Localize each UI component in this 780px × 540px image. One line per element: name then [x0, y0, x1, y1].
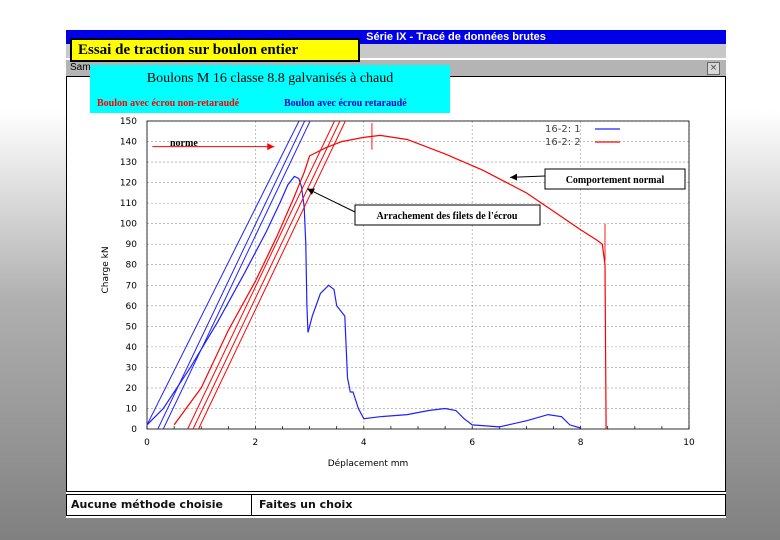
window-title: Série IX - Tracé de données brutes [366, 31, 546, 43]
series-2-elastic-line [198, 121, 346, 429]
annotation-box [354, 204, 541, 226]
series-group-2 [173, 121, 607, 429]
annotation-comportement-normal: Comportement normal [544, 168, 686, 190]
series-1-elastic-line [147, 121, 300, 426]
y-tick-label: 30 [126, 363, 138, 373]
x-tick-label: 8 [578, 438, 584, 448]
subtitle-box: Boulons M 16 classe 8.8 galvanisés à cha… [90, 65, 450, 113]
x-tick-label: 6 [469, 438, 475, 448]
annotation-text: Arrachement des filets de l'écrou [377, 211, 518, 222]
series-1-elastic-line [162, 121, 311, 429]
series-group-1 [147, 121, 581, 429]
y-tick-label: 120 [120, 179, 137, 189]
annotation-text: Comportement normal [566, 175, 665, 186]
y-tick-label: 140 [120, 138, 137, 148]
chart-window-title: Sam [70, 62, 91, 73]
y-tick-label: 70 [126, 281, 138, 291]
y-axis-label: Charge kN [101, 246, 111, 293]
x-tick-label: 0 [144, 438, 150, 448]
series-1-line [147, 175, 581, 429]
slide-title: Essai de traction sur boulon entier [70, 38, 360, 62]
annotation-comportement-arrow [510, 173, 546, 181]
annotation-box [544, 168, 686, 190]
y-tick-label: 80 [126, 261, 138, 271]
status-bar: Aucune méthode choisie Faites un choix [66, 494, 726, 516]
annotation-arrachement-arrow [306, 188, 356, 213]
annotation-norme: norme [170, 138, 198, 149]
x-axis-label: Déplacement mm [328, 458, 409, 469]
plot-border [146, 120, 690, 430]
legend-entry-2: 16-2: 2 [545, 137, 581, 148]
close-icon[interactable]: × [707, 62, 720, 75]
y-tick-label: 40 [126, 343, 138, 353]
y-tick-label: 50 [126, 322, 138, 332]
y-tick-label: 150 [120, 117, 137, 127]
y-tick-label: 60 [126, 302, 138, 312]
series-2-elastic-line [187, 121, 336, 429]
legend-entry-1: 16-2: 1 [545, 124, 581, 135]
y-tick-label: 10 [126, 404, 138, 414]
status-divider [251, 495, 252, 515]
series-1-elastic-line [157, 121, 306, 429]
annotation-arrachement: Arrachement des filets de l'écrou [354, 204, 541, 226]
series-2-elastic-line [192, 121, 341, 429]
blue-series-description: Boulon avec écrou retaraudé [284, 98, 407, 109]
y-tick-label: 130 [120, 158, 137, 168]
bolt-description: Boulons M 16 classe 8.8 galvanisés à cha… [146, 71, 394, 86]
y-tick-label: 90 [126, 240, 138, 250]
y-tick-label: 20 [126, 384, 138, 394]
y-tick-label: 110 [120, 199, 137, 209]
status-method[interactable]: Aucune méthode choisie [71, 498, 224, 511]
y-tick-label: 100 [120, 220, 137, 230]
red-series-description: Boulon avec écrou non-retaraudé [97, 98, 240, 109]
x-tick-label: 2 [253, 438, 259, 448]
x-tick-label: 4 [361, 438, 367, 448]
x-tick-label: 10 [683, 438, 695, 448]
status-hint: Faites un choix [259, 498, 353, 511]
y-tick-label: 0 [131, 425, 137, 435]
